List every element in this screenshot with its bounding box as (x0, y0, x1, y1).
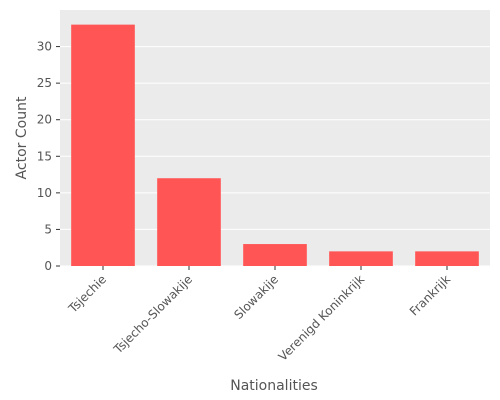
bar (157, 178, 221, 266)
y-tick-label: 10 (37, 186, 52, 200)
bar (415, 251, 479, 266)
y-tick-label: 20 (37, 113, 52, 127)
x-tick-label: Frankrijk (407, 272, 453, 318)
bars (71, 24, 479, 266)
bar (329, 251, 393, 266)
x-axis-ticks: Tsjechie Tsjecho-Slowakije SlowakijeVereni… (65, 266, 453, 364)
y-tick-label: 30 (37, 40, 52, 54)
bar (71, 24, 135, 266)
y-axis-ticks: 0 5 10 15 20 25 30 (37, 40, 60, 273)
y-axis-title: Actor Count (14, 96, 30, 179)
y-tick-label: 25 (37, 76, 52, 90)
bar (243, 244, 307, 266)
x-tick-label: Slowakije (231, 272, 281, 322)
y-tick-label: 15 (37, 149, 52, 163)
x-tick-label: Verenigd Koninkrijk (276, 272, 368, 364)
y-tick-label: 5 (44, 222, 52, 236)
x-tick-label: Tsjecho-Slowakije (110, 272, 195, 357)
x-axis-title: Nationalities (230, 378, 318, 394)
y-tick-label: 0 (44, 259, 52, 273)
x-tick-label: Tsjechie (65, 272, 109, 316)
